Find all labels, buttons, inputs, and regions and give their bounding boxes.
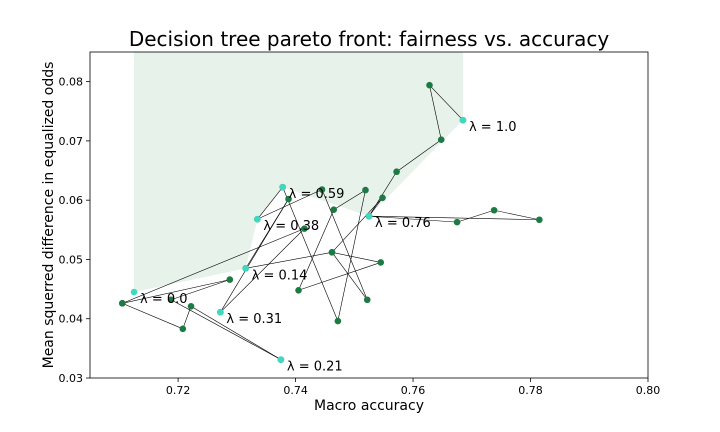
trajectory-segment	[368, 215, 458, 223]
trajectory-segment	[396, 139, 442, 172]
lambda-annotation: λ = 0.76	[375, 216, 431, 231]
x-tick-label: 0.78	[518, 384, 543, 397]
trajectory-segment	[368, 215, 540, 221]
trajectory-segment	[429, 84, 464, 121]
trajectory-point	[362, 186, 369, 194]
trajectory-segment	[298, 262, 381, 291]
trajectory-point	[377, 259, 385, 266]
trajectory-point	[437, 136, 445, 144]
x-tick-label: 0.80	[636, 384, 661, 397]
trajectory-point	[363, 296, 371, 304]
annotations-layer: λ = 0.0 λ = 0.31 λ = 0.14 λ = 0.38 λ = 0.21 λ…	[140, 120, 516, 374]
trajectory-point	[301, 225, 308, 232]
trajectory-segment	[257, 189, 323, 220]
y-ticks: 0.03 0.04 0.05 0.06 0.07 0.08	[59, 76, 90, 385]
trajectory-segment	[257, 186, 283, 220]
trajectory-segment	[331, 252, 381, 263]
trajectory-segment	[220, 228, 305, 313]
trajectory-point	[334, 317, 342, 325]
x-ticks: 0.72 0.74 0.76 0.78 0.80	[166, 378, 660, 397]
lambda-annotation: λ = 0.21	[287, 360, 343, 375]
pareto-point	[459, 116, 467, 124]
pareto-point	[279, 183, 286, 191]
trajectory-segment	[337, 190, 366, 322]
plot-frame	[89, 51, 649, 379]
trajectory-point	[328, 249, 336, 256]
trajectory-point	[393, 168, 400, 176]
trajectory-segment	[331, 252, 368, 300]
trajectory-point	[490, 206, 498, 214]
y-axis-label: Mean squerred difference in equalized od…	[41, 62, 57, 369]
trajectory-point	[167, 296, 175, 304]
lambda-annotation: λ = 0.0	[140, 292, 188, 307]
pareto-region-layer	[134, 52, 463, 293]
trajectory-point	[453, 218, 461, 226]
trajectory-segment	[122, 228, 305, 304]
trajectory-point	[295, 286, 302, 294]
lambda-annotation: λ = 1.0	[469, 120, 517, 135]
y-tick-label: 0.06	[59, 194, 84, 207]
trajectory-point	[285, 195, 292, 203]
lambda-annotation: λ = 0.14	[252, 268, 308, 283]
trajectory-segment	[170, 299, 282, 360]
lambda-annotation: λ = 0.59	[289, 187, 345, 202]
trajectory-segment	[331, 197, 383, 253]
y-tick-label: 0.03	[59, 372, 84, 385]
trajectory-point	[426, 81, 433, 89]
lambda-annotation: λ = 0.38	[263, 219, 319, 234]
y-tick-label: 0.08	[59, 76, 84, 89]
trajectory-line-layer	[122, 84, 540, 360]
trajectory-point	[330, 206, 338, 213]
trajectory-segment	[282, 187, 339, 322]
trajectory-segment	[298, 209, 335, 291]
trajectory-point	[226, 276, 234, 283]
trajectory-point	[379, 194, 386, 202]
trajectory-segment	[368, 171, 397, 217]
points-layer	[119, 81, 543, 363]
trajectory-point	[536, 216, 543, 224]
trajectory-segment	[122, 279, 230, 304]
trajectory-segment	[245, 198, 289, 269]
trajectory-segment	[457, 209, 495, 223]
trajectory-point	[187, 302, 195, 310]
trajectory-segment	[122, 303, 183, 330]
trajectory-segment	[245, 252, 333, 269]
x-tick-label: 0.74	[283, 384, 308, 397]
trajectory-segment	[333, 189, 366, 210]
y-tick-label: 0.04	[59, 313, 84, 326]
pareto-point	[277, 356, 285, 363]
pareto-point	[254, 215, 261, 223]
trajectory-segment	[494, 209, 540, 221]
trajectory-point	[179, 325, 187, 333]
lambda-annotation: λ = 0.31	[226, 312, 282, 327]
x-axis-label: Macro accuracy	[314, 398, 424, 414]
trajectory-segment	[321, 189, 368, 300]
y-tick-label: 0.07	[59, 135, 84, 148]
pareto-point	[130, 288, 138, 296]
trajectory-segment	[429, 85, 442, 140]
trajectory-point	[119, 300, 126, 307]
trajectory-segment	[190, 306, 282, 360]
y-tick-label: 0.05	[59, 253, 84, 266]
x-tick-label: 0.72	[166, 384, 191, 397]
trajectory-segment	[170, 279, 230, 301]
pareto-point	[242, 265, 249, 272]
pareto-point	[217, 308, 224, 316]
pareto-region	[134, 52, 463, 293]
chart-title: Decision tree pareto front: fairness vs.…	[129, 27, 610, 51]
pareto-point	[365, 212, 373, 220]
trajectory-point	[318, 186, 326, 193]
x-tick-label: 0.76	[401, 384, 426, 397]
